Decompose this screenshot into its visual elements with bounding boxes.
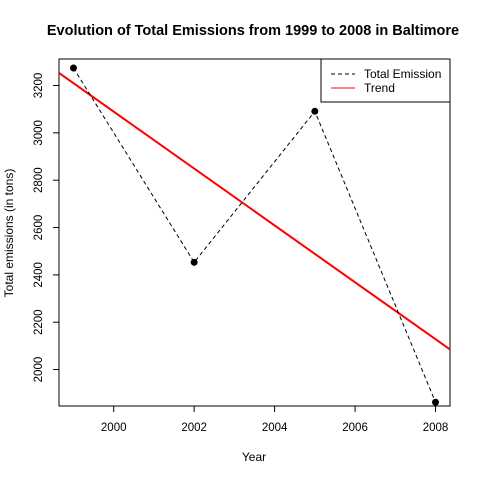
total-emission-line (73, 67, 436, 403)
y-tick-label: 3000 (33, 120, 45, 146)
series-layer (58, 64, 451, 406)
x-axis-label: Year (242, 450, 266, 464)
x-tick-label: 2002 (181, 422, 207, 434)
legend-label-total-emission: Total Emission (364, 67, 441, 81)
total-emission-point (311, 107, 319, 115)
legend: Total Emission Trend (320, 58, 451, 103)
total-emission-point (432, 398, 440, 406)
legend-label-trend: Trend (364, 81, 395, 95)
total-emission-point (69, 64, 77, 72)
y-axis-label: Total emissions (in tons) (2, 169, 16, 298)
y-tick-label: 2000 (33, 357, 45, 383)
x-tick-label: 2000 (101, 422, 127, 434)
y-tick-label: 2800 (33, 167, 45, 193)
x-tick-label: 2004 (262, 422, 288, 434)
plot-frame (58, 58, 451, 407)
x-tick-label: 2006 (342, 422, 368, 434)
x-tick-label: 2008 (423, 422, 449, 434)
x-axis: 2000 2002 2004 2006 2008 (101, 406, 448, 434)
trend-line (58, 72, 451, 351)
y-tick-label: 2200 (33, 309, 45, 335)
y-tick-label: 2400 (33, 262, 45, 288)
y-axis: 2000 2200 2400 2600 2800 3000 3200 (33, 73, 59, 383)
y-tick-label: 3200 (33, 73, 45, 99)
legend-box (320, 58, 451, 103)
chart-title: Evolution of Total Emissions from 1999 t… (47, 23, 459, 39)
total-emission-point (190, 258, 198, 266)
y-tick-label: 2600 (33, 215, 45, 241)
